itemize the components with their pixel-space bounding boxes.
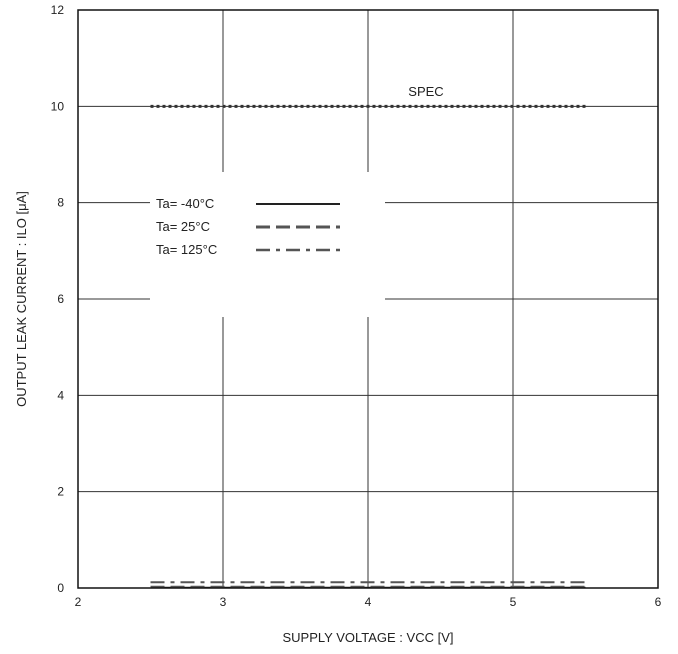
x-tick-label-2: 4	[365, 595, 372, 609]
x-tick-label-4: 6	[655, 595, 662, 609]
y-tick-label-5: 10	[51, 99, 65, 113]
legend-background	[150, 172, 385, 317]
x-tick-label-0: 2	[75, 595, 82, 609]
y-tick-label-0: 0	[57, 581, 64, 595]
y-tick-label-2: 4	[57, 388, 64, 402]
y-tick-label-3: 6	[57, 292, 64, 306]
legend-label-0: Ta= -40°C	[156, 196, 214, 211]
y-axis-label: OUTPUT LEAK CURRENT : ILO [μA]	[14, 191, 29, 407]
y-tick-label-4: 8	[57, 196, 64, 210]
spec-annotation: SPEC	[408, 84, 443, 99]
y-tick-label-6: 12	[51, 3, 65, 17]
x-tick-label-3: 5	[510, 595, 517, 609]
x-axis-label: SUPPLY VOLTAGE : VCC [V]	[283, 630, 454, 645]
legend-label-1: Ta= 25°C	[156, 219, 210, 234]
legend-label-2: Ta= 125°C	[156, 242, 217, 257]
x-tick-label-1: 3	[220, 595, 227, 609]
y-tick-label-1: 2	[57, 485, 64, 499]
plot-frame	[77, 9, 659, 589]
legend: Ta= -40°C Ta= 25°C Ta= 125°C	[156, 196, 340, 257]
